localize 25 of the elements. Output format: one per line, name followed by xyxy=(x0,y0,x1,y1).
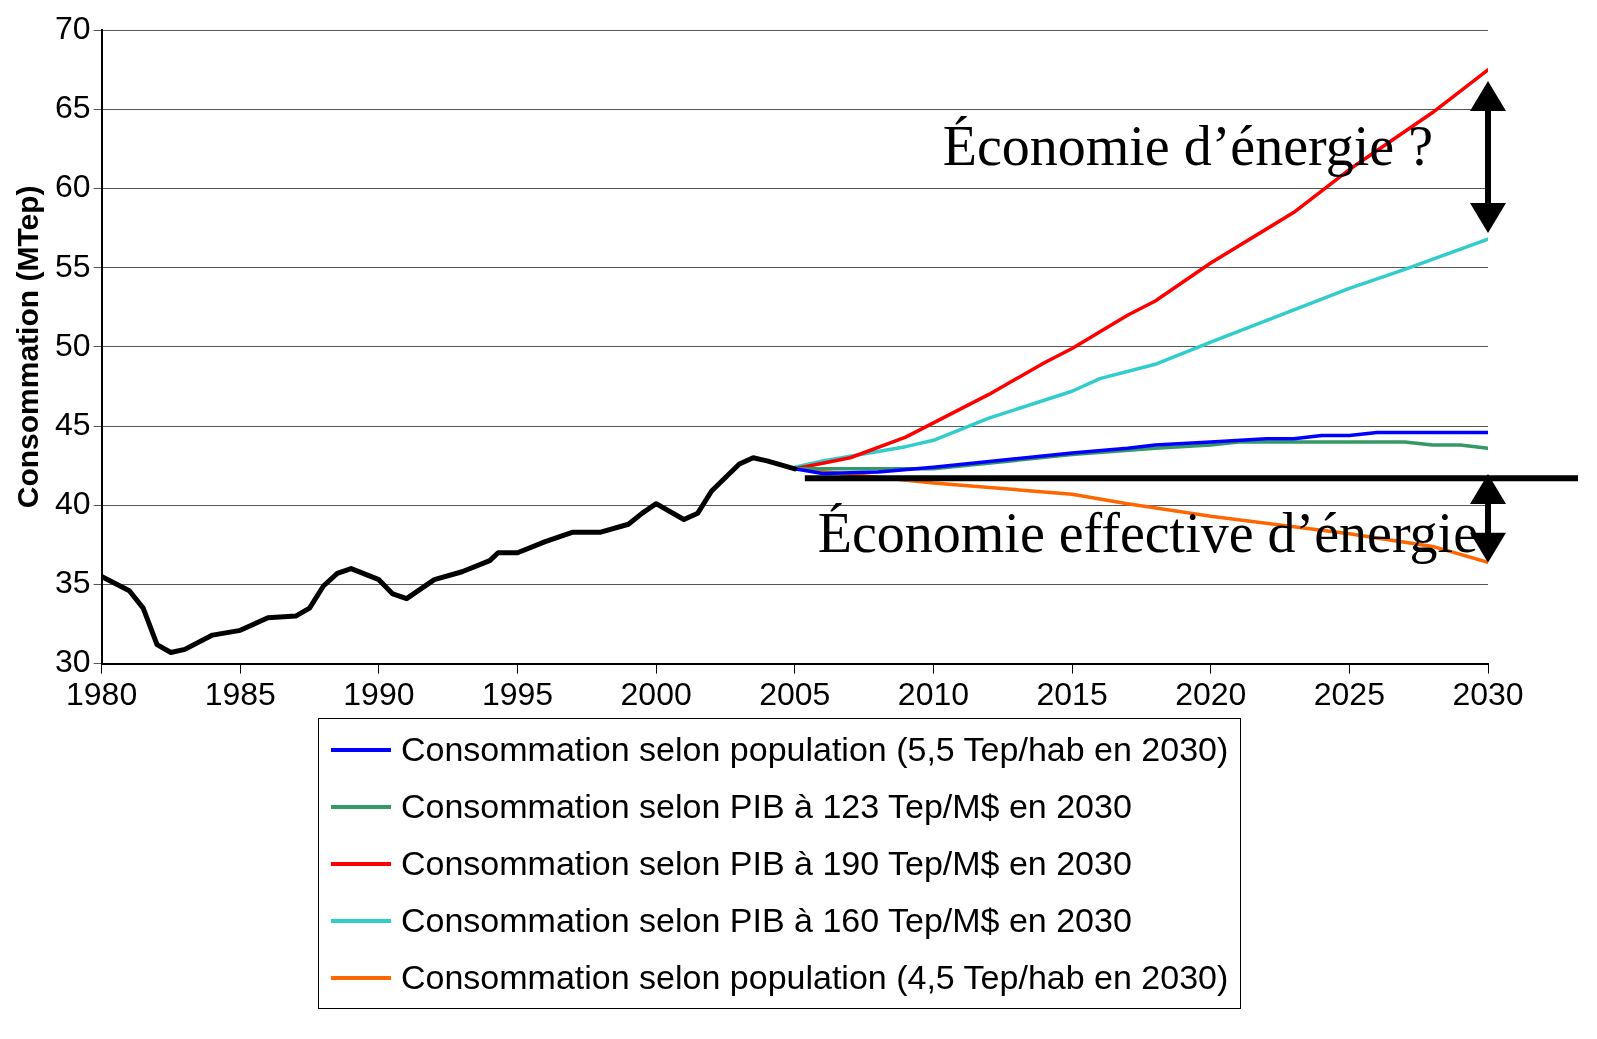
annotation: Économie d’énergie ? xyxy=(942,115,1433,178)
y-axis-title: Consommation (MTep) xyxy=(11,185,45,509)
y-tick-label: 40 xyxy=(55,485,91,522)
y-tick-label: 50 xyxy=(55,326,91,363)
y-tick-label: 65 xyxy=(55,89,91,126)
y-tick-label: 45 xyxy=(55,405,91,442)
y-tick-label: 55 xyxy=(55,247,91,284)
y-tick-label: 60 xyxy=(55,168,91,205)
x-tick-label: 1985 xyxy=(204,675,276,712)
legend-label: Consommation selon PIB à 190 Tep/M$ en 2030 xyxy=(401,844,1132,883)
x-tick-label: 2020 xyxy=(1175,675,1247,712)
x-tick-label: 2005 xyxy=(759,675,831,712)
legend-label: Consommation selon population (5,5 Tep/hab en 2030) xyxy=(401,730,1229,769)
x-tick-label: 1990 xyxy=(343,675,415,712)
x-tick-label: 2010 xyxy=(897,675,970,712)
legend-label: Consommation selon PIB à 160 Tep/M$ en 2030 xyxy=(401,901,1132,940)
x-tick-label: 2030 xyxy=(1452,675,1524,712)
x-tick-label: 2025 xyxy=(1313,675,1385,712)
x-tick-label: 1995 xyxy=(481,675,554,712)
x-tick-label: 2015 xyxy=(1036,675,1108,712)
y-tick-label: 70 xyxy=(55,10,91,47)
legend-label: Consommation selon PIB à 123 Tep/M$ en 2030 xyxy=(401,787,1132,826)
legend-label: Consommation selon population (4,5 Tep/hab en 2030) xyxy=(401,958,1229,997)
y-tick-label: 35 xyxy=(55,564,91,601)
x-tick-label: 2000 xyxy=(620,675,692,712)
